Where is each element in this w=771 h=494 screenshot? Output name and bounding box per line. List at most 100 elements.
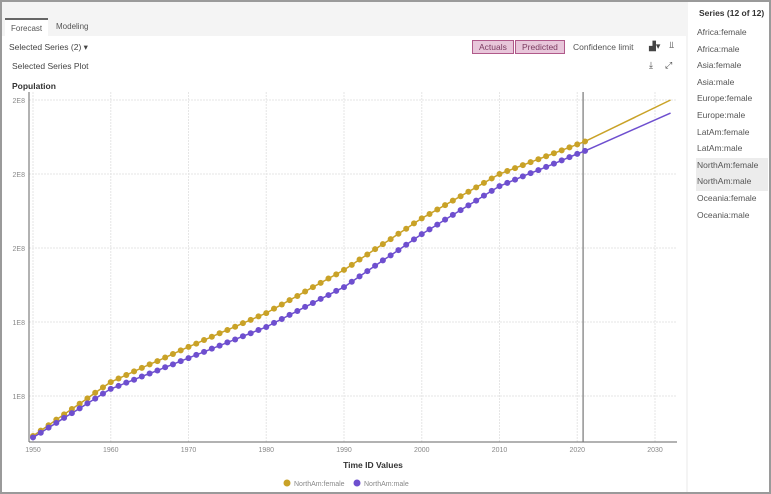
data-point [224,339,231,346]
data-point [325,292,332,299]
tab-forecast[interactable]: Forecast [5,18,48,36]
x-tick-label: 2020 [569,447,585,454]
data-point [123,379,130,386]
x-tick-label: 1950 [25,447,41,454]
data-point [410,236,417,243]
predicted-button[interactable]: Predicted [515,40,565,54]
data-point [582,147,589,154]
data-point [278,301,285,308]
legend-label: NorthAm:female [294,481,345,488]
data-point [115,375,122,382]
legend-marker [283,479,291,487]
data-point [294,292,301,299]
data-point [30,434,36,441]
data-point [333,271,340,278]
data-point [558,157,565,164]
data-point [543,153,550,160]
data-point [418,215,425,222]
data-point [519,162,526,169]
series-list-item[interactable]: LatAm:male [697,143,743,154]
data-point [92,395,99,402]
confidence-limit-toggle[interactable]: Confidence limit [573,42,634,52]
data-point [131,368,138,375]
data-point [442,216,449,223]
data-point [566,144,573,151]
data-point [379,241,386,248]
x-axis-label: Time ID Values [343,460,403,470]
y-tick-label: 2E8 [13,172,26,179]
series-list-item[interactable]: NorthAm:male [696,174,768,191]
download-icon[interactable]: ⤓ [649,60,653,70]
series-list-item[interactable]: Oceania:male [697,209,750,220]
tab-modeling[interactable]: Modeling [56,22,89,31]
data-point [286,311,293,318]
data-point [37,429,44,436]
data-point [162,354,169,361]
data-point [395,230,402,237]
data-point [107,379,114,386]
series-list-item[interactable]: Asia:male [697,76,735,87]
data-point [356,273,363,280]
data-point [566,154,573,161]
data-point [255,326,262,333]
x-tick-label: 2010 [492,447,508,454]
data-point [169,350,176,357]
data-point [434,206,441,213]
data-point [496,183,503,190]
data-point [543,163,550,170]
data-point [263,310,270,317]
data-point [239,333,246,340]
data-point [123,371,130,378]
data-point [465,202,472,209]
data-point [341,284,347,291]
data-point [527,159,534,166]
data-point [92,389,99,396]
data-point [208,345,215,352]
actuals-button[interactable]: Actuals [472,40,514,54]
data-point [317,279,324,286]
x-tick-label: 2030 [647,447,663,454]
y-tick-label: 2E8 [13,98,26,105]
data-point [169,361,176,368]
data-point [387,236,394,243]
selected-series-dropdown[interactable]: Selected Series (2) ▾ [9,42,88,52]
data-point [84,395,91,402]
series-sidebar: Series (12 of 12) Africa:female Africa:ma… [688,2,769,492]
series-list-item[interactable]: NorthAm:female [696,157,768,175]
x-tick-label: 1960 [103,447,119,454]
data-point [410,220,417,227]
series-list-item[interactable]: Europe:male [697,110,746,120]
data-point [255,313,262,320]
data-point [496,171,503,177]
data-point [519,173,526,180]
data-point [449,197,456,204]
data-point [348,261,355,268]
data-point [278,316,285,323]
chart-options-icon[interactable]: ⫫ [669,40,675,50]
series-list-item[interactable]: Africa:male [697,43,740,54]
series-list-title: Series (12 of 12) [699,8,765,18]
expand-icon[interactable]: ⤢ [665,60,673,70]
data-point [247,316,254,323]
population-chart: 1E8 1E8 2E8 2E8 2E8 1950 1960 1970 1980 1990 2000 2… [13,92,677,488]
x-tick-label: 1970 [181,447,197,454]
data-point [84,400,91,407]
series-list-item[interactable]: Europe:female [697,93,753,104]
data-point [76,400,83,407]
data-point [480,192,487,199]
data-point [185,355,192,362]
data-point [61,414,68,421]
series-list-item[interactable]: Africa:female [697,27,747,37]
data-point [395,247,402,254]
series-list-item[interactable]: LatAm:female [697,126,750,137]
data-point [488,175,495,182]
series-list-item[interactable]: Oceania:female [697,193,757,203]
data-point [107,385,114,392]
data-point [434,221,441,228]
data-point [201,348,208,355]
data-point [426,226,433,233]
chart-type-icon[interactable]: ▟▾ [649,41,661,51]
series-list-item[interactable]: Asia:female [697,60,742,71]
data-point [457,207,464,214]
data-point [341,266,347,273]
